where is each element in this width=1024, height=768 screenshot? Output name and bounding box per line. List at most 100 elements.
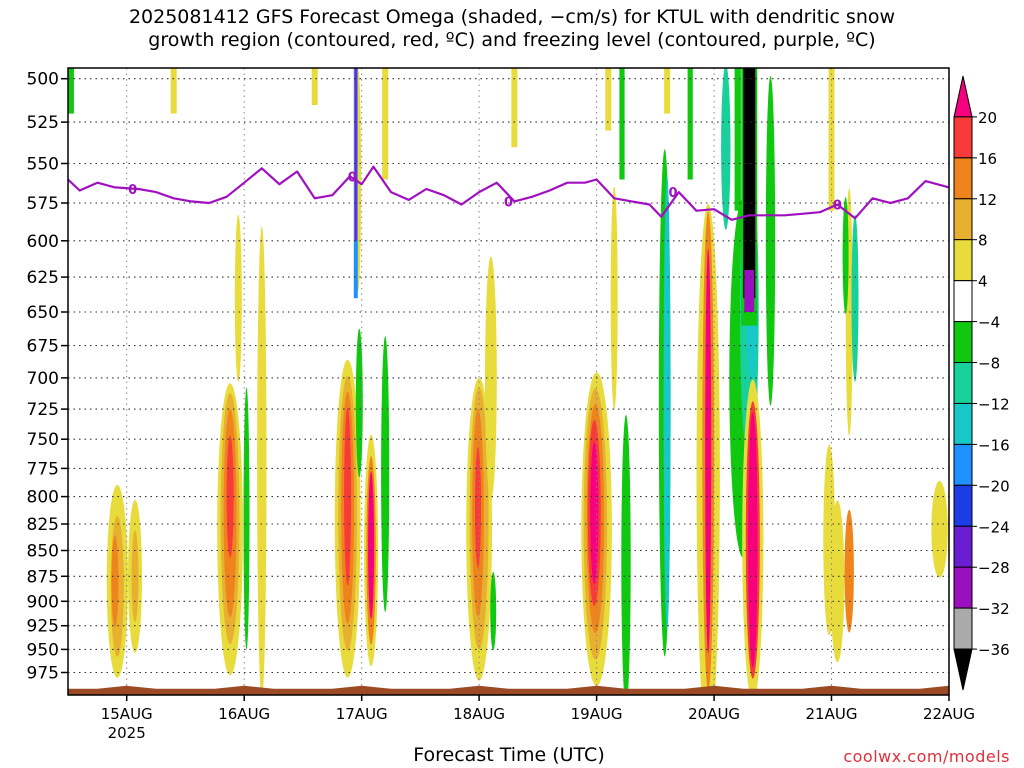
x-axis: 15AUG 16AUG 17AUG 18AUG 19AUG 20AUG 21AUG 22AUG… (101, 695, 975, 742)
colorbar-segment (953, 116, 973, 159)
omega-cell (765, 75, 776, 406)
colorbar-segment (953, 157, 973, 200)
colorbar-segment (953, 403, 973, 445)
colorbar-label: −12 (978, 396, 1010, 414)
y-tick-label: 825 (27, 515, 59, 535)
x-tick: 20AUG (688, 695, 740, 723)
chart-title: 2025081412 GFS Forecast Omega (shaded, −… (0, 6, 1024, 52)
colorbar: 20 16 12 8 4 −4 −8 −12 −16 −20 −24 −28 −32 −36 (953, 75, 1010, 691)
y-tick: 600 (27, 232, 68, 252)
y-tick-label: 550 (27, 155, 59, 175)
x-tick: 15AUG (101, 695, 153, 723)
omega-cell (748, 412, 758, 668)
freezing-level-label: 0 (348, 170, 357, 185)
y-tick-label: 800 (27, 488, 59, 508)
y-tick-label: 850 (27, 542, 59, 562)
colorbar-label: −4 (978, 314, 1000, 332)
y-tick-label: 700 (27, 369, 59, 389)
y-tick: 875 (27, 567, 68, 587)
y-tick: 800 (27, 488, 68, 508)
omega-streak (828, 68, 835, 211)
colorbar-label: −16 (978, 436, 1010, 454)
omega-cell (842, 197, 849, 314)
x-axis-label: Forecast Time (UTC) (413, 744, 605, 766)
colorbar-segment (953, 607, 973, 650)
colorbar-segment (953, 321, 973, 364)
omega-cell (844, 509, 854, 633)
y-axis: 500 525 550 575 600 625 650 675 700 725 750 775 800 8… (27, 70, 68, 684)
omega-streak (734, 68, 741, 211)
colorbar-label: −36 (978, 641, 1010, 659)
omega-cell (355, 328, 363, 478)
freezing-level-label: 0 (504, 195, 513, 210)
y-tick: 525 (27, 113, 68, 133)
omega-streak (68, 68, 74, 114)
omega-streak (311, 68, 318, 105)
y-tick: 750 (27, 430, 68, 450)
x-tick-label: 21AUG (806, 705, 858, 723)
omega-streak (382, 68, 389, 180)
credit-link[interactable]: coolwx.com/models (843, 747, 1010, 766)
chart-title-line1: 2025081412 GFS Forecast Omega (shaded, −… (128, 6, 896, 28)
y-tick: 850 (27, 542, 68, 562)
y-tick-label: 875 (27, 567, 59, 587)
colorbar-label: −24 (978, 518, 1010, 536)
terrain-surface (68, 685, 949, 695)
y-tick: 975 (27, 664, 68, 684)
colorbar-label: 8 (978, 232, 988, 250)
terrain-fill (68, 685, 949, 695)
y-tick-label: 725 (27, 400, 59, 420)
omega-streak (511, 68, 518, 148)
omega-cell (257, 226, 267, 695)
x-year-label: 2025 (108, 724, 146, 742)
plot-frame (67, 67, 950, 696)
x-tick: 16AUG (218, 695, 270, 723)
omega-streak (619, 68, 625, 180)
x-tick: 19AUG (571, 695, 623, 723)
x-tick-label: 19AUG (571, 705, 623, 723)
omega-column-core (743, 68, 756, 299)
colorbar-label: 16 (978, 150, 997, 168)
y-tick-label: 675 (27, 337, 59, 357)
y-tick-label: 900 (27, 592, 59, 612)
y-tick-label: 500 (27, 70, 59, 90)
omega-streak (605, 68, 612, 131)
y-tick-label: 975 (27, 664, 59, 684)
x-tick-label: 18AUG (453, 705, 505, 723)
x-tick-label: 22AUG (923, 705, 975, 723)
y-tick-label: 525 (27, 113, 59, 133)
omega-cell (610, 186, 618, 410)
omega-cell (111, 535, 119, 627)
omega-cell (490, 572, 497, 651)
x-tick: 22AUG (923, 695, 975, 723)
freezing-level-line (68, 165, 949, 221)
y-tick: 925 (27, 617, 68, 637)
grid-lines (68, 68, 949, 695)
omega-cell (721, 68, 731, 230)
y-tick: 825 (27, 515, 68, 535)
colorbar-label: −20 (978, 477, 1010, 495)
y-tick: 575 (27, 194, 68, 214)
chart-title-line2: growth region (contoured, red, ºC) and f… (148, 29, 876, 51)
y-tick: 500 (27, 70, 68, 90)
y-tick: 900 (27, 592, 68, 612)
y-tick-label: 600 (27, 232, 59, 252)
omega-field (68, 68, 948, 695)
colorbar-segment (953, 443, 973, 486)
colorbar-segment (953, 362, 973, 404)
colorbar-segment (953, 484, 973, 527)
y-tick-label: 925 (27, 617, 59, 637)
colorbar-segment (953, 525, 973, 568)
colorbar-segment (953, 198, 973, 241)
x-tick-label: 15AUG (101, 705, 153, 723)
omega-streak (664, 68, 671, 114)
y-tick: 675 (27, 337, 68, 357)
freezing-level-label: 0 (128, 183, 137, 198)
colorbar-label: 4 (978, 273, 988, 291)
colorbar-segment (953, 239, 973, 282)
colorbar-label: 20 (978, 109, 997, 127)
y-tick-label: 650 (27, 303, 59, 323)
omega-cell (705, 248, 712, 654)
omega-cell (663, 175, 671, 630)
y-tick-label: 950 (27, 640, 59, 660)
